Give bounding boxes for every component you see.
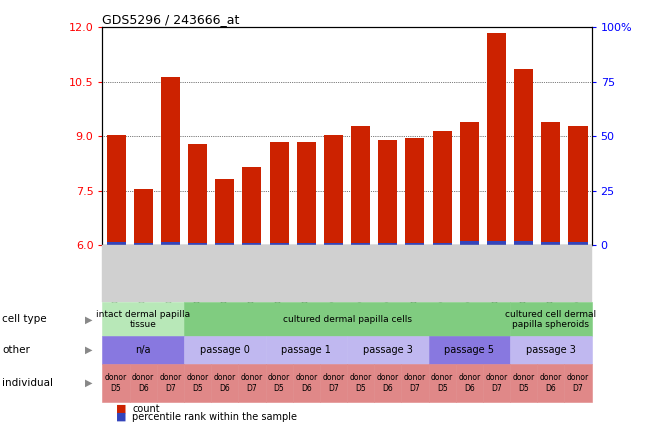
Text: donor
D6: donor D6 xyxy=(132,373,154,393)
Text: donor
D7: donor D7 xyxy=(567,373,589,393)
Bar xyxy=(188,144,207,245)
Text: donor
D5: donor D5 xyxy=(186,373,209,393)
Text: donor
D7: donor D7 xyxy=(404,373,426,393)
Bar xyxy=(487,33,506,245)
Text: ▶: ▶ xyxy=(85,378,93,388)
Bar xyxy=(405,243,424,245)
Text: other: other xyxy=(2,345,30,355)
Bar xyxy=(134,243,153,245)
Text: ■: ■ xyxy=(116,404,126,414)
Text: passage 0: passage 0 xyxy=(200,345,250,355)
Text: cultured cell dermal
papilla spheroids: cultured cell dermal papilla spheroids xyxy=(505,310,596,329)
Text: donor
D5: donor D5 xyxy=(512,373,535,393)
Text: ■: ■ xyxy=(116,412,126,422)
Bar xyxy=(378,140,397,245)
Text: passage 3: passage 3 xyxy=(526,345,576,355)
Text: donor
D7: donor D7 xyxy=(323,373,344,393)
Text: count: count xyxy=(132,404,160,414)
Text: donor
D5: donor D5 xyxy=(431,373,453,393)
Text: percentile rank within the sample: percentile rank within the sample xyxy=(132,412,297,422)
Bar xyxy=(188,243,207,245)
Text: donor
D6: donor D6 xyxy=(540,373,562,393)
Bar xyxy=(487,241,506,245)
Bar xyxy=(161,77,180,245)
Text: GDS5296 / 243666_at: GDS5296 / 243666_at xyxy=(102,13,240,26)
Text: donor
D6: donor D6 xyxy=(214,373,236,393)
Bar xyxy=(297,142,316,245)
Text: donor
D7: donor D7 xyxy=(241,373,263,393)
Bar xyxy=(433,131,451,245)
Bar xyxy=(297,243,316,245)
Text: donor
D6: donor D6 xyxy=(377,373,399,393)
Bar xyxy=(351,243,370,245)
Text: passage 1: passage 1 xyxy=(282,345,331,355)
Text: donor
D7: donor D7 xyxy=(485,373,508,393)
Bar xyxy=(243,243,262,245)
Bar xyxy=(106,242,126,245)
Text: donor
D5: donor D5 xyxy=(350,373,371,393)
Text: passage 3: passage 3 xyxy=(363,345,412,355)
Bar xyxy=(541,242,561,245)
Text: donor
D5: donor D5 xyxy=(105,373,127,393)
Text: donor
D6: donor D6 xyxy=(295,373,317,393)
Text: cultured dermal papilla cells: cultured dermal papilla cells xyxy=(282,315,412,324)
Text: passage 5: passage 5 xyxy=(444,345,494,355)
Text: cell type: cell type xyxy=(2,314,47,324)
Bar xyxy=(270,142,289,245)
Bar xyxy=(460,241,479,245)
Bar xyxy=(324,135,343,245)
Bar xyxy=(215,179,234,245)
Text: donor
D7: donor D7 xyxy=(159,373,182,393)
Text: n/a: n/a xyxy=(136,345,151,355)
Text: ▶: ▶ xyxy=(85,345,93,355)
Bar xyxy=(514,241,533,245)
Bar xyxy=(324,243,343,245)
Text: donor
D6: donor D6 xyxy=(458,373,481,393)
Text: intact dermal papilla
tissue: intact dermal papilla tissue xyxy=(96,310,190,329)
Bar xyxy=(568,242,588,245)
Bar xyxy=(161,242,180,245)
Bar xyxy=(243,167,262,245)
Bar xyxy=(215,243,234,245)
Bar xyxy=(270,243,289,245)
Bar xyxy=(433,243,451,245)
Bar xyxy=(351,126,370,245)
Bar xyxy=(134,189,153,245)
Bar xyxy=(378,243,397,245)
Bar xyxy=(106,135,126,245)
Bar xyxy=(568,126,588,245)
Bar xyxy=(460,122,479,245)
Text: donor
D5: donor D5 xyxy=(268,373,290,393)
Bar xyxy=(514,69,533,245)
Bar xyxy=(541,122,561,245)
Text: individual: individual xyxy=(2,378,53,388)
Bar xyxy=(405,138,424,245)
Text: ▶: ▶ xyxy=(85,314,93,324)
